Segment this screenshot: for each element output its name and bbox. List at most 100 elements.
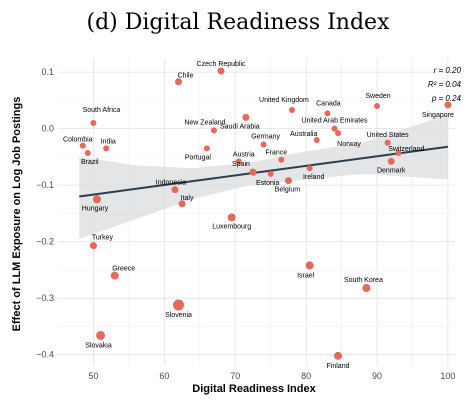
fit-stat: r = 0.20 [434, 66, 462, 75]
data-point [103, 145, 110, 152]
point-label: Saudi Arabia [220, 123, 260, 130]
point-label: India [101, 138, 116, 145]
point-label: Brazil [81, 159, 99, 166]
point-label: France [265, 150, 287, 157]
data-point [334, 351, 343, 360]
data-point [178, 200, 186, 208]
point-label: Indonesia [156, 180, 186, 187]
data-point [260, 141, 267, 148]
point-label: Hungary [82, 205, 109, 212]
point-label: New Zealand [184, 119, 225, 126]
point-label: Israel [297, 272, 315, 279]
point-label: Portugal [185, 154, 212, 161]
data-point [324, 110, 331, 117]
confidence-band-area [79, 114, 448, 239]
data-point [227, 213, 236, 222]
point-label: Belgium [275, 187, 300, 194]
data-point [305, 261, 314, 270]
x-tick-label: 80 [301, 371, 311, 381]
data-point [374, 103, 381, 110]
point-label: Czech Republic [197, 61, 247, 68]
axis-ticks: 50 60 70 80 90 100 0.1 0.0 −0.1 −0.2 −0.3 −0.4 [36, 67, 455, 381]
point-label: United Arab Emirates [301, 118, 368, 125]
point-label: Ireland [303, 174, 325, 181]
data-point [444, 101, 452, 109]
data-point [210, 127, 217, 134]
fit-statistics: r = 0.20 R² = 0.04 p = 0.24 [428, 66, 462, 103]
y-axis-label: Effect of LLM Exposure on Log Job Postin… [11, 97, 23, 332]
point-label: Spain [232, 161, 250, 168]
point-label: Italy [181, 195, 194, 202]
y-tick-label: 0.0 [41, 124, 54, 134]
data-point [203, 145, 210, 152]
point-label: Greece [112, 266, 135, 273]
fit-stat: R² = 0.04 [428, 80, 462, 89]
point-label: South Korea [344, 277, 383, 284]
point-label: Estonia [256, 180, 279, 187]
point-label: Germany [251, 133, 280, 140]
data-point [384, 139, 391, 146]
fit-stat: p = 0.24 [431, 94, 462, 103]
data-point [84, 149, 91, 156]
fit-line [79, 145, 449, 198]
y-tick-label: 0.1 [41, 67, 54, 77]
x-axis-label: Digital Readiness Index [192, 383, 316, 395]
data-point [110, 271, 119, 280]
data-point [235, 158, 242, 165]
data-point [362, 284, 371, 293]
data-point [306, 165, 313, 172]
y-tick-label: −0.1 [36, 180, 54, 190]
point-label: Denmark [377, 167, 406, 174]
point-label: Colombia [63, 137, 93, 144]
data-point [217, 67, 225, 75]
point-label: Canada [316, 100, 341, 107]
data-point [242, 113, 250, 121]
point-label: Switzerland [388, 146, 424, 153]
data-point [90, 119, 97, 126]
data-point [335, 130, 342, 137]
data-point [92, 195, 101, 204]
grid-lines [58, 58, 455, 366]
point-label: Chile [178, 73, 194, 80]
data-point [395, 149, 402, 156]
data-point [79, 142, 86, 149]
point-label: Norway [337, 141, 361, 148]
point-label: Singapore [422, 112, 454, 119]
point-label: Australia [290, 131, 317, 138]
point-label: Austria [233, 151, 255, 158]
data-point [171, 186, 179, 194]
x-tick-label: 70 [230, 371, 240, 381]
point-label: Sweden [365, 93, 390, 100]
data-point [267, 170, 274, 177]
x-tick-label: 50 [88, 371, 98, 381]
point-label: Turkey [92, 235, 114, 242]
point-label: Slovenia [165, 312, 192, 319]
data-point [96, 330, 106, 340]
point-label: Finland [327, 363, 350, 370]
y-tick-label: −0.4 [36, 350, 54, 360]
point-label: Luxembourg [212, 223, 251, 230]
fit-line-group [79, 145, 449, 198]
data-point [173, 299, 185, 311]
data-point [288, 106, 295, 113]
y-tick-label: −0.3 [36, 293, 54, 303]
x-tick-label: 60 [159, 371, 169, 381]
chart-title: (d) Digital Readiness Index [87, 10, 391, 35]
point-label: United States [367, 132, 410, 139]
confidence-band [79, 114, 448, 239]
point-label: South Africa [83, 107, 121, 114]
data-point [249, 168, 257, 176]
data-point [313, 136, 320, 143]
data-point [284, 177, 292, 185]
point-label: Slovakia [85, 342, 112, 349]
x-tick-label: 100 [440, 371, 455, 381]
data-point [387, 157, 395, 165]
y-tick-label: −0.2 [36, 237, 54, 247]
data-point [175, 78, 183, 86]
data-point [89, 242, 97, 250]
x-tick-label: 90 [372, 371, 382, 381]
data-point [331, 125, 338, 132]
data-point [278, 156, 285, 163]
